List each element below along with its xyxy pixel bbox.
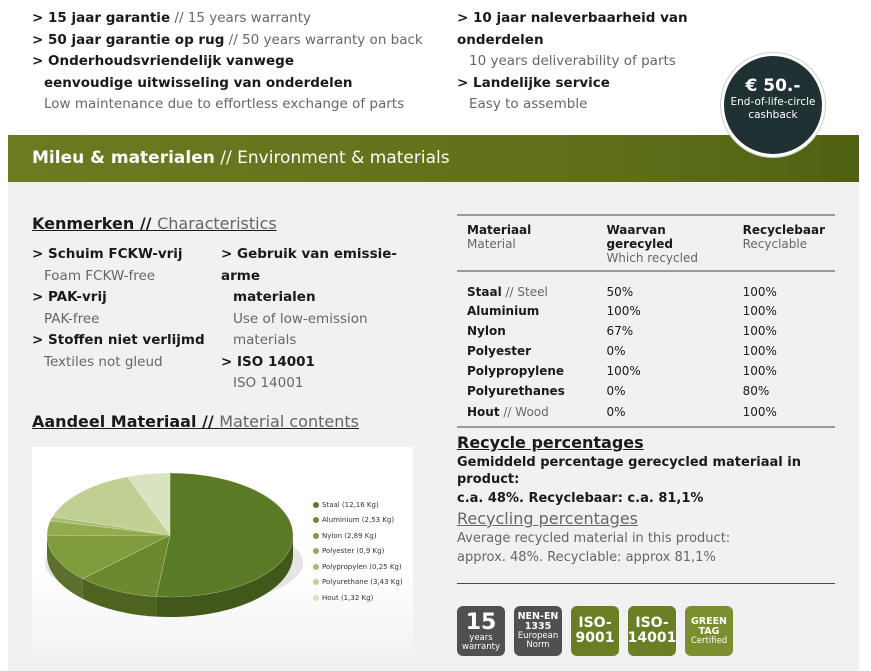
legend-swatch	[313, 579, 319, 586]
legend-item: Polyurethane (3,43 Kg)	[313, 575, 403, 591]
material-pie-chart: Staal (12,16 Kg) Aluminium (2,53 Kg) Nylon…	[32, 447, 413, 655]
legend-swatch	[313, 532, 319, 539]
pie-svg	[45, 472, 303, 617]
legend-swatch	[313, 517, 319, 524]
legend-item: Nylon (2,89 Kg)	[313, 528, 403, 544]
cashback-amount: € 50.-	[745, 76, 801, 96]
legend-label: Nylon (2,89 Kg)	[322, 531, 377, 540]
characteristic-item: > ISO 14001	[221, 353, 315, 370]
feature-item: > Landelijke service	[457, 74, 610, 91]
iso-14001-badge: ISO- 14001	[628, 606, 676, 656]
features-left: > 15 jaar garantie // 15 years warranty …	[32, 8, 442, 116]
section-title-en: Environment & materials	[237, 148, 450, 168]
pie-slice-side	[47, 535, 83, 599]
pie-slice-side	[156, 535, 293, 617]
legend-item: Aluminium (2,53 Kg)	[313, 513, 403, 529]
pie-slice	[126, 472, 171, 536]
feature-item-cont: eenvoudige uitwisseling van onderdelen	[44, 74, 353, 91]
pie-slice-side	[82, 578, 157, 617]
chart-legend: Staal (12,16 Kg) Aluminium (2,53 Kg) Nylon…	[313, 497, 403, 606]
warranty-badge: 15 years warranty	[457, 606, 505, 656]
legend-item: Staal (12,16 Kg)	[313, 497, 403, 513]
pie-slice	[46, 534, 171, 579]
feature-item: > 50 jaar garantie op rug // 50 years wa…	[32, 31, 423, 48]
legend-label: Hout (1,32 Kg)	[322, 593, 374, 602]
pie-slice	[51, 476, 171, 536]
table-row: Polyurethanes 0% 80%	[467, 384, 770, 398]
recycle-percentages-nl: Recycle percentages Gemiddeld percentage…	[457, 433, 801, 506]
section-title-nl: Mileu & materialen	[32, 148, 215, 168]
column-header: Materiaal Material	[467, 223, 532, 251]
legend-label: Polypropylen (0,25 Kg)	[322, 562, 402, 571]
feature-item: > 15 jaar garantie // 15 years warranty	[32, 10, 311, 26]
table-header-row: Materiaal Material Waarvan gerecyled Which…	[457, 215, 835, 271]
legend-label: Polyurethane (3,43 Kg)	[322, 578, 403, 587]
legend-swatch	[313, 594, 319, 601]
section-banner: Mileu & materialen // Environment & mate…	[8, 135, 859, 182]
table-row: Staal // Steel 50% 100%	[467, 284, 777, 299]
legend-label: Aluminium (2,53 Kg)	[322, 516, 395, 525]
pie-slice	[49, 516, 171, 536]
green-tag-badge: GREEN TAG Certified	[685, 606, 733, 656]
legend-item: Hout (1,32 Kg)	[313, 590, 403, 606]
characteristic-item: > PAK-vrij	[32, 289, 107, 305]
characteristics-heading: Kenmerken // Characteristics	[32, 214, 277, 233]
legend-swatch	[313, 548, 319, 555]
legend-swatch	[313, 501, 319, 508]
feature-item: > 10 jaar naleverbaarheid van onderdelen	[457, 10, 688, 48]
feature-item-en: 10 years deliverability of parts	[469, 53, 676, 69]
characteristics-right: > Gebruik van emissie-arme materialen Us…	[221, 244, 431, 395]
material-contents-heading: Aandeel Materiaal // Material contents	[32, 412, 359, 431]
legend-swatch	[313, 563, 319, 570]
legend-label: Staal (12,16 Kg)	[322, 500, 379, 509]
materials-table: Materiaal Material Waarvan gerecyled Which…	[457, 214, 835, 428]
characteristic-item: > Stoffen niet verlijmd	[32, 332, 205, 348]
characteristic-item: > Schuim FCKW-vrij	[32, 246, 183, 262]
feature-item: > Onderhoudsvriendelijk vanwege	[32, 53, 294, 69]
features-right: > 10 jaar naleverbaarheid van onderdelen…	[457, 8, 737, 116]
table-row: Hout // Wood 0% 100%	[457, 401, 835, 427]
divider	[457, 583, 835, 584]
pie-slice	[82, 534, 171, 597]
table-row: Aluminium 100% 100%	[467, 304, 777, 318]
iso-9001-badge: ISO- 9001	[571, 606, 619, 656]
pie-slice	[155, 472, 294, 598]
feature-item-en: Low maintenance due to effortless exchan…	[44, 96, 405, 112]
table-row: Polypropylene 100% 100%	[467, 364, 777, 378]
certification-badges: 15 years warranty NEN-EN 1335 European N…	[457, 606, 733, 656]
feature-item-en: Easy to assemble	[469, 96, 588, 112]
recycle-percentages-en: Recycling percentages Average recycled m…	[457, 509, 731, 565]
cashback-badge: € 50.- End-of-life-circle cashback	[721, 53, 825, 157]
table-row: Polyester 0% 100%	[467, 344, 777, 358]
characteristic-item: > Gebruik van emissie-arme	[221, 246, 398, 284]
column-header: Recyclebaar Recyclable	[742, 223, 825, 251]
legend-item: Polypropylen (0,25 Kg)	[313, 559, 403, 575]
pie-slice	[46, 520, 171, 536]
characteristics-left: > Schuim FCKW-vrij Foam FCKW-free > PAK-…	[32, 244, 222, 373]
column-header: Waarvan gerecyled Which recycled	[606, 223, 698, 265]
nen-en-badge: NEN-EN 1335 European Norm	[514, 606, 562, 656]
legend-label: Polyester (0,9 Kg)	[322, 547, 385, 556]
legend-item: Polyester (0,9 Kg)	[313, 544, 403, 560]
table-row: Nylon 67% 100%	[467, 324, 777, 338]
